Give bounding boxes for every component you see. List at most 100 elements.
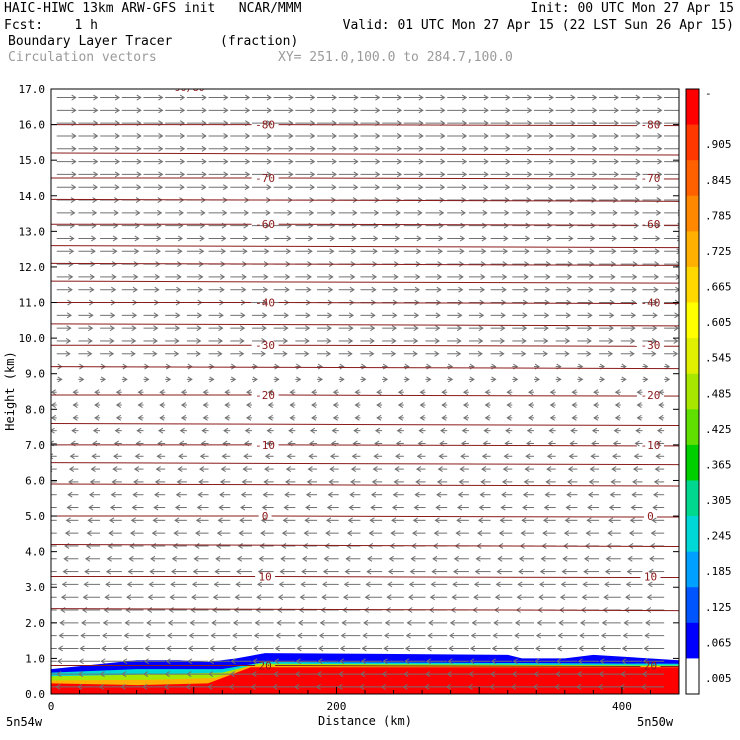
vector-head bbox=[543, 325, 549, 332]
wind-vector bbox=[577, 209, 597, 216]
vector-head bbox=[570, 107, 576, 114]
vector-head bbox=[415, 273, 421, 280]
vector-head bbox=[424, 683, 430, 690]
wind-vector bbox=[78, 261, 96, 268]
vector-head bbox=[635, 120, 641, 127]
vector-head bbox=[281, 530, 288, 537]
wind-vector bbox=[533, 671, 556, 677]
wind-vector bbox=[447, 273, 464, 280]
vector-head bbox=[394, 248, 400, 255]
vector-head bbox=[452, 581, 458, 588]
wind-vector bbox=[150, 543, 166, 549]
vector-head bbox=[460, 209, 466, 216]
wind-vector bbox=[516, 594, 534, 601]
wind-vector bbox=[382, 171, 403, 178]
vector-head bbox=[391, 517, 397, 524]
wind-vector bbox=[128, 555, 144, 562]
vector-head bbox=[309, 427, 316, 434]
vector-head bbox=[192, 568, 198, 575]
vector-head bbox=[404, 363, 410, 370]
wind-vector bbox=[212, 607, 231, 613]
vector-head bbox=[180, 414, 187, 421]
y-axis-label: Height (km) bbox=[3, 351, 17, 430]
vector-head bbox=[653, 491, 659, 498]
wind-vector bbox=[376, 389, 383, 396]
vector-head bbox=[479, 312, 485, 319]
vector-head bbox=[322, 568, 329, 575]
vector-head bbox=[641, 671, 648, 677]
vector-head bbox=[237, 543, 243, 549]
vector-head bbox=[396, 94, 403, 101]
wind-vector bbox=[613, 427, 621, 434]
wind-vector bbox=[538, 594, 556, 601]
wind-vector bbox=[620, 107, 641, 114]
vector-head bbox=[522, 491, 529, 498]
vector-head bbox=[482, 197, 489, 203]
vector-head bbox=[678, 146, 679, 152]
colorbar-swatch bbox=[686, 373, 699, 410]
wind-vector bbox=[253, 645, 274, 652]
wind-vector bbox=[251, 235, 270, 242]
vector-head bbox=[382, 658, 388, 665]
wind-vector bbox=[554, 683, 578, 690]
vector-head bbox=[166, 645, 172, 652]
vector-head bbox=[242, 248, 248, 255]
wind-vector bbox=[394, 466, 404, 473]
wind-vector bbox=[354, 402, 361, 408]
vector-head bbox=[311, 414, 317, 421]
vector-head bbox=[158, 133, 164, 139]
wind-vector bbox=[636, 402, 643, 408]
vector-head bbox=[435, 504, 441, 511]
wind-vector bbox=[151, 530, 166, 537]
wind-vector bbox=[620, 197, 640, 203]
wind-vector bbox=[295, 184, 315, 191]
vector-head bbox=[316, 671, 322, 677]
vector-head bbox=[462, 389, 469, 396]
vector-head bbox=[588, 286, 594, 293]
wind-vector bbox=[66, 504, 79, 511]
wind-vector bbox=[100, 325, 115, 332]
vector-head bbox=[526, 197, 532, 203]
header-valid-time: Valid: 01 UTC Mon 27 Apr 15 (22 LST Sun … bbox=[342, 18, 734, 33]
wind-vector bbox=[392, 491, 404, 498]
wind-vector bbox=[462, 402, 469, 408]
vector-head bbox=[419, 402, 425, 408]
vector-head bbox=[478, 338, 484, 344]
wind-vector bbox=[282, 517, 296, 524]
wind-vector bbox=[51, 635, 57, 637]
wind-vector bbox=[267, 414, 274, 421]
vector-head bbox=[173, 530, 179, 537]
wind-vector bbox=[360, 338, 375, 344]
vector-head bbox=[506, 402, 512, 408]
wind-vector bbox=[404, 645, 426, 652]
wind-vector bbox=[434, 517, 448, 524]
vector-head bbox=[578, 376, 584, 383]
vector-head bbox=[528, 389, 534, 396]
vector-head bbox=[72, 402, 78, 408]
wind-vector bbox=[180, 402, 187, 408]
wind-vector bbox=[360, 145, 381, 152]
vector-head bbox=[632, 466, 639, 473]
wind-vector bbox=[382, 222, 401, 229]
wind-vector bbox=[641, 671, 665, 677]
wind-vector bbox=[166, 645, 187, 652]
vector-head bbox=[474, 568, 480, 575]
wind-vector bbox=[125, 607, 144, 613]
wind-vector bbox=[273, 325, 289, 332]
wind-vector bbox=[512, 197, 532, 203]
vector-head bbox=[209, 363, 215, 370]
wind-vector bbox=[622, 632, 643, 639]
vector-head bbox=[523, 478, 529, 485]
vector-head bbox=[208, 658, 215, 665]
vector-head bbox=[383, 645, 389, 652]
wind-vector bbox=[246, 414, 252, 421]
wind-vector bbox=[219, 491, 231, 498]
vector-head bbox=[591, 440, 597, 447]
vector-head bbox=[216, 530, 222, 537]
wind-vector bbox=[612, 440, 621, 447]
wind-vector bbox=[642, 107, 663, 114]
vector-head bbox=[592, 133, 598, 139]
vector-head bbox=[306, 286, 312, 293]
vector-head bbox=[56, 671, 62, 677]
vector-head bbox=[84, 568, 90, 575]
